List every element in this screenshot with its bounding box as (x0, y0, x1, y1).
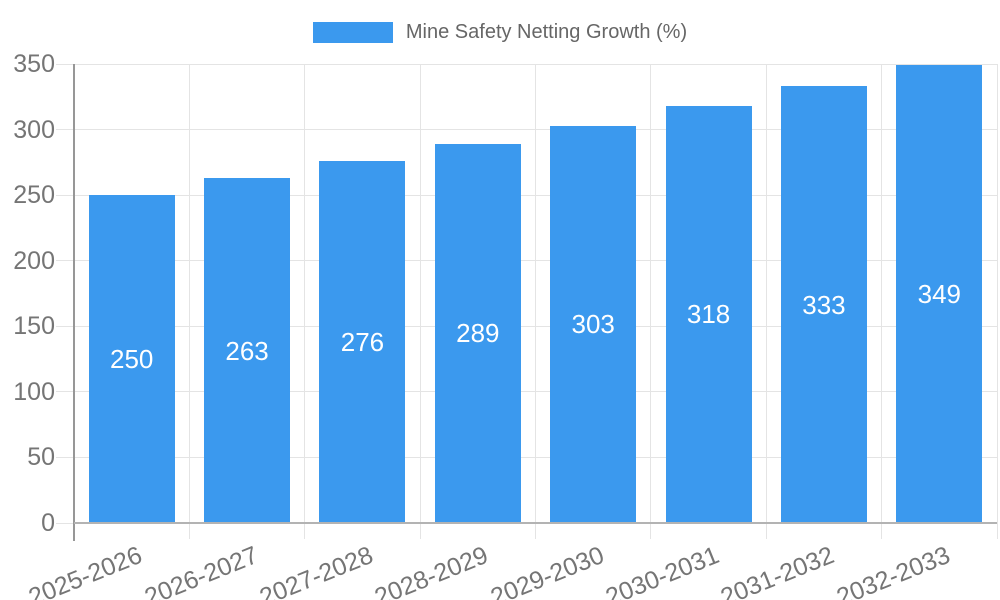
bar (319, 161, 406, 523)
gridline-horizontal (56, 260, 997, 262)
gridline-vertical (304, 64, 306, 539)
bar (780, 86, 867, 523)
bar-value-label: 250 (109, 344, 154, 375)
bar-value-label: 303 (571, 309, 615, 340)
x-axis-label: 2032-2033 (832, 541, 954, 600)
gridline-vertical (535, 64, 536, 539)
x-axis-label: 2026-2027 (140, 541, 262, 600)
bar-value-label: 289 (456, 318, 500, 349)
bar (88, 195, 175, 523)
y-axis-line (73, 64, 75, 541)
gridline-horizontal (56, 194, 997, 196)
gridline-vertical (188, 64, 190, 539)
y-axis-tick-label: 150 (13, 312, 55, 341)
y-axis-tick-label: 350 (13, 50, 55, 78)
y-axis-tick-label: 100 (13, 377, 55, 406)
y-axis-tick-label: 50 (27, 443, 55, 472)
gridline-vertical (419, 64, 421, 539)
x-axis-label: 2027-2028 (255, 541, 377, 600)
y-axis-tick-label: 0 (41, 509, 55, 537)
bar (665, 105, 752, 523)
x-axis-label: 2029-2030 (486, 541, 608, 600)
x-axis-label: 2030-2031 (601, 541, 724, 600)
bar (896, 65, 983, 523)
legend-title: Mine Safety Netting Growth (%) (405, 21, 688, 43)
x-axis-label: 2028-2029 (370, 541, 493, 600)
x-axis-label: 2025-2026 (24, 541, 147, 600)
plot-area: 0 50 100 150 200 250 300 350 250 263 276 289 303 318 3… (13, 50, 998, 600)
bar (204, 178, 291, 523)
gridline-vertical (650, 64, 652, 539)
gridline-vertical (765, 64, 767, 539)
gridline-vertical (881, 64, 883, 539)
chart-legend[interactable]: Mine Safety Netting Growth (%) (0, 21, 1000, 44)
gridline-horizontal (56, 391, 997, 393)
bar-value-label: 333 (802, 289, 846, 320)
bar-value-label: 276 (340, 327, 385, 358)
bar-value-label: 349 (917, 279, 962, 310)
x-axis-label: 2031-2032 (717, 541, 839, 600)
bar-value-label: 318 (686, 299, 731, 330)
gridline-vertical (996, 64, 998, 539)
x-axis-baseline (74, 522, 997, 524)
gridline-horizontal (56, 129, 997, 131)
gridline-horizontal (56, 456, 997, 458)
y-axis-tick-label: 200 (13, 246, 55, 275)
y-axis-tick-label: 250 (13, 181, 55, 210)
bar (550, 125, 637, 523)
legend-swatch (312, 22, 393, 43)
bar-value-label: 263 (225, 335, 269, 366)
bar (434, 143, 521, 523)
gridline-horizontal (56, 63, 997, 65)
y-axis-tick-label: 300 (13, 115, 55, 144)
gridline-horizontal (56, 325, 997, 327)
